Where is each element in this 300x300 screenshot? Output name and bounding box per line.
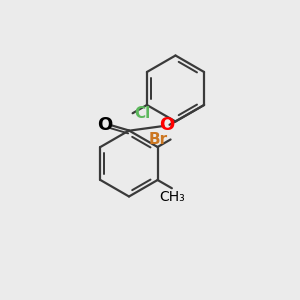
- Text: Br: Br: [149, 132, 168, 147]
- Text: O: O: [98, 116, 112, 134]
- Text: Cl: Cl: [134, 106, 150, 121]
- Text: O: O: [159, 116, 174, 134]
- Text: CH₃: CH₃: [159, 190, 185, 204]
